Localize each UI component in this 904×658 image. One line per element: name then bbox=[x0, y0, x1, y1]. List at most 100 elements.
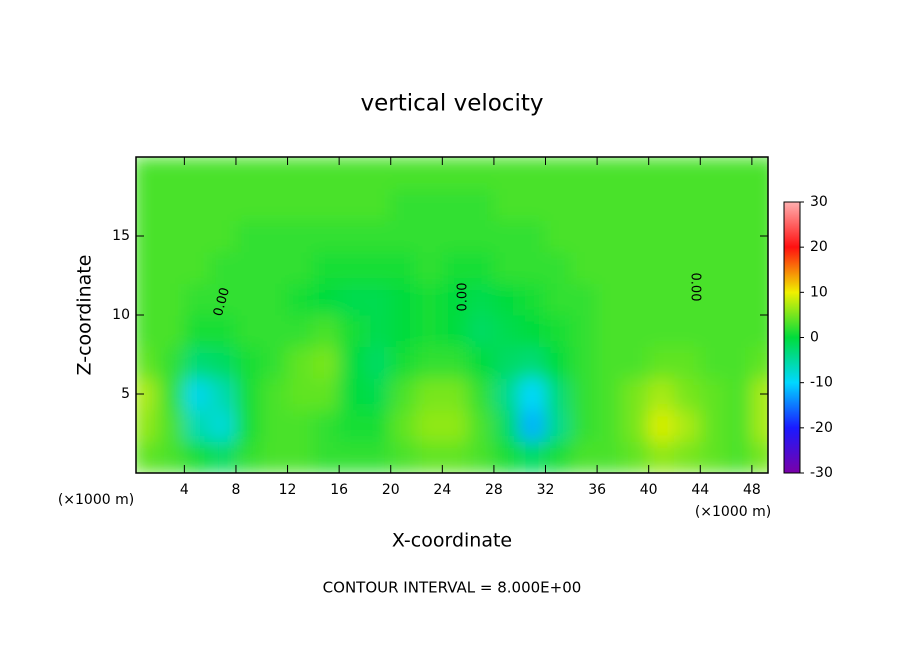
cell bbox=[312, 157, 340, 190]
cell bbox=[390, 377, 418, 411]
cell bbox=[725, 188, 753, 221]
cell bbox=[235, 346, 263, 379]
x-tick-label: 24 bbox=[433, 482, 451, 498]
cell bbox=[338, 346, 366, 379]
cell bbox=[519, 282, 547, 316]
cell bbox=[673, 409, 701, 442]
cell bbox=[467, 314, 495, 348]
cell bbox=[158, 440, 185, 473]
cell bbox=[209, 440, 237, 473]
cell bbox=[183, 157, 211, 190]
cell bbox=[183, 251, 211, 284]
cell bbox=[751, 251, 768, 284]
cell bbox=[209, 188, 237, 221]
cell bbox=[390, 157, 418, 190]
x-tick-label: 44 bbox=[691, 482, 709, 498]
cell bbox=[441, 440, 469, 473]
cell bbox=[570, 314, 598, 348]
cell bbox=[570, 282, 598, 316]
cell bbox=[235, 188, 263, 221]
cell bbox=[364, 157, 392, 190]
cell bbox=[673, 440, 701, 473]
cell bbox=[183, 219, 211, 253]
cell bbox=[390, 409, 418, 442]
cell bbox=[441, 251, 469, 284]
cell bbox=[622, 377, 650, 411]
cell bbox=[596, 314, 624, 348]
footer-note: CONTOUR INTERVAL = 8.000E+00 bbox=[323, 579, 582, 597]
y-tick-label: 15 bbox=[112, 228, 130, 244]
cell bbox=[287, 377, 314, 411]
cell bbox=[312, 346, 340, 379]
cell bbox=[158, 251, 185, 284]
cell bbox=[287, 219, 314, 253]
cell bbox=[467, 440, 495, 473]
cell bbox=[416, 346, 443, 379]
cell bbox=[364, 219, 392, 253]
cell bbox=[261, 346, 289, 379]
cell bbox=[467, 188, 495, 221]
cell bbox=[136, 251, 160, 284]
cell bbox=[261, 314, 289, 348]
cell bbox=[493, 251, 521, 284]
cell bbox=[493, 219, 521, 253]
cell bbox=[338, 409, 366, 442]
cell bbox=[596, 282, 624, 316]
cell bbox=[648, 409, 675, 442]
cell bbox=[519, 377, 547, 411]
x-unit-label: (×1000 m) bbox=[695, 504, 771, 520]
y-unit-label: (×1000 m) bbox=[58, 492, 134, 508]
cell bbox=[209, 346, 237, 379]
cell bbox=[622, 157, 650, 190]
cell bbox=[261, 282, 289, 316]
cell bbox=[648, 346, 675, 379]
cell bbox=[416, 314, 443, 348]
cell bbox=[209, 251, 237, 284]
cell bbox=[545, 314, 572, 348]
cell bbox=[596, 188, 624, 221]
cell bbox=[158, 314, 185, 348]
cell bbox=[338, 377, 366, 411]
cell bbox=[673, 377, 701, 411]
cell bbox=[235, 409, 263, 442]
cell bbox=[673, 282, 701, 316]
cell bbox=[648, 314, 675, 348]
cell bbox=[751, 346, 768, 379]
cell bbox=[158, 282, 185, 316]
cell bbox=[467, 219, 495, 253]
colorbar bbox=[783, 201, 801, 474]
x-axis-label: X-coordinate bbox=[392, 530, 512, 552]
cell bbox=[261, 440, 289, 473]
cell bbox=[136, 188, 160, 221]
cell bbox=[441, 219, 469, 253]
cell bbox=[390, 251, 418, 284]
cell bbox=[183, 314, 211, 348]
cell bbox=[493, 282, 521, 316]
cell bbox=[183, 282, 211, 316]
cell bbox=[493, 188, 521, 221]
contour-label: 0.00 bbox=[456, 283, 471, 312]
cell bbox=[622, 314, 650, 348]
cell bbox=[545, 157, 572, 190]
x-tick-label: 48 bbox=[743, 482, 761, 498]
cell bbox=[596, 251, 624, 284]
cell bbox=[261, 219, 289, 253]
cell bbox=[699, 409, 727, 442]
cell bbox=[622, 188, 650, 221]
x-tick-label: 4 bbox=[180, 482, 189, 498]
cell bbox=[519, 440, 547, 473]
colorbar-tick-label: -30 bbox=[810, 465, 833, 481]
x-tick-label: 28 bbox=[485, 482, 503, 498]
colorbar-tick-label: 10 bbox=[810, 284, 828, 300]
cell bbox=[673, 346, 701, 379]
cell bbox=[725, 219, 753, 253]
cell bbox=[673, 251, 701, 284]
cell bbox=[390, 440, 418, 473]
cell bbox=[261, 377, 289, 411]
cell bbox=[209, 409, 237, 442]
cell bbox=[287, 346, 314, 379]
cell bbox=[467, 409, 495, 442]
cell bbox=[725, 251, 753, 284]
cell bbox=[416, 188, 443, 221]
cell bbox=[467, 282, 495, 316]
